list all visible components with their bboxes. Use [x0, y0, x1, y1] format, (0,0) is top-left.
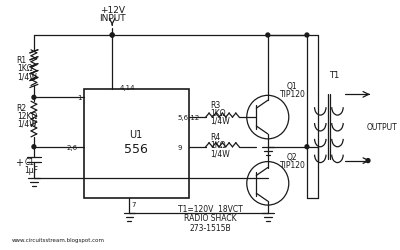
Text: Q2: Q2	[287, 152, 298, 162]
Text: 1/4W: 1/4W	[210, 116, 230, 125]
Text: 2,6: 2,6	[67, 144, 78, 150]
Text: 1KΩ: 1KΩ	[210, 141, 226, 150]
Text: 273-1515B: 273-1515B	[190, 224, 231, 232]
Text: 1KΩ: 1KΩ	[210, 108, 226, 117]
Text: R4: R4	[210, 133, 221, 142]
Circle shape	[305, 34, 309, 38]
Text: RADIO SHACK: RADIO SHACK	[184, 214, 237, 222]
Circle shape	[32, 96, 36, 100]
Text: INPUT: INPUT	[99, 14, 126, 22]
Text: T1: T1	[330, 71, 340, 80]
Text: +: +	[15, 157, 23, 167]
Text: 1/4W: 1/4W	[17, 119, 36, 128]
Bar	[84, 90, 188, 198]
Text: 1/4W: 1/4W	[17, 72, 36, 81]
Text: 12KΩ: 12KΩ	[17, 111, 37, 120]
Text: R2: R2	[17, 103, 27, 112]
Text: R3: R3	[210, 100, 221, 109]
Circle shape	[266, 34, 270, 38]
Text: 556: 556	[124, 143, 148, 156]
Text: www.circuitsstream.blogspot.com: www.circuitsstream.blogspot.com	[11, 237, 104, 242]
Text: T1=120V  18VCT: T1=120V 18VCT	[178, 204, 243, 213]
Text: TIP120: TIP120	[280, 160, 306, 169]
Circle shape	[366, 159, 370, 163]
Text: R1: R1	[17, 56, 27, 65]
Text: 9: 9	[177, 144, 182, 150]
Circle shape	[305, 145, 309, 149]
Circle shape	[110, 34, 114, 38]
Text: 4,14: 4,14	[120, 85, 135, 91]
Text: 5,6,12: 5,6,12	[177, 114, 199, 120]
Text: Q1: Q1	[287, 82, 298, 90]
Text: TIP120: TIP120	[280, 90, 306, 98]
Text: +12V: +12V	[100, 6, 125, 15]
Text: 7: 7	[131, 201, 136, 207]
Text: 1KΩ: 1KΩ	[17, 64, 32, 73]
Circle shape	[32, 145, 36, 149]
Text: U1: U1	[130, 130, 143, 139]
Text: 1/4W: 1/4W	[210, 148, 230, 158]
Text: C1: C1	[24, 158, 34, 166]
Text: 1: 1	[77, 95, 82, 101]
Text: 1μF: 1μF	[24, 165, 38, 174]
Text: OUTPUT: OUTPUT	[367, 123, 398, 132]
Circle shape	[110, 34, 114, 38]
